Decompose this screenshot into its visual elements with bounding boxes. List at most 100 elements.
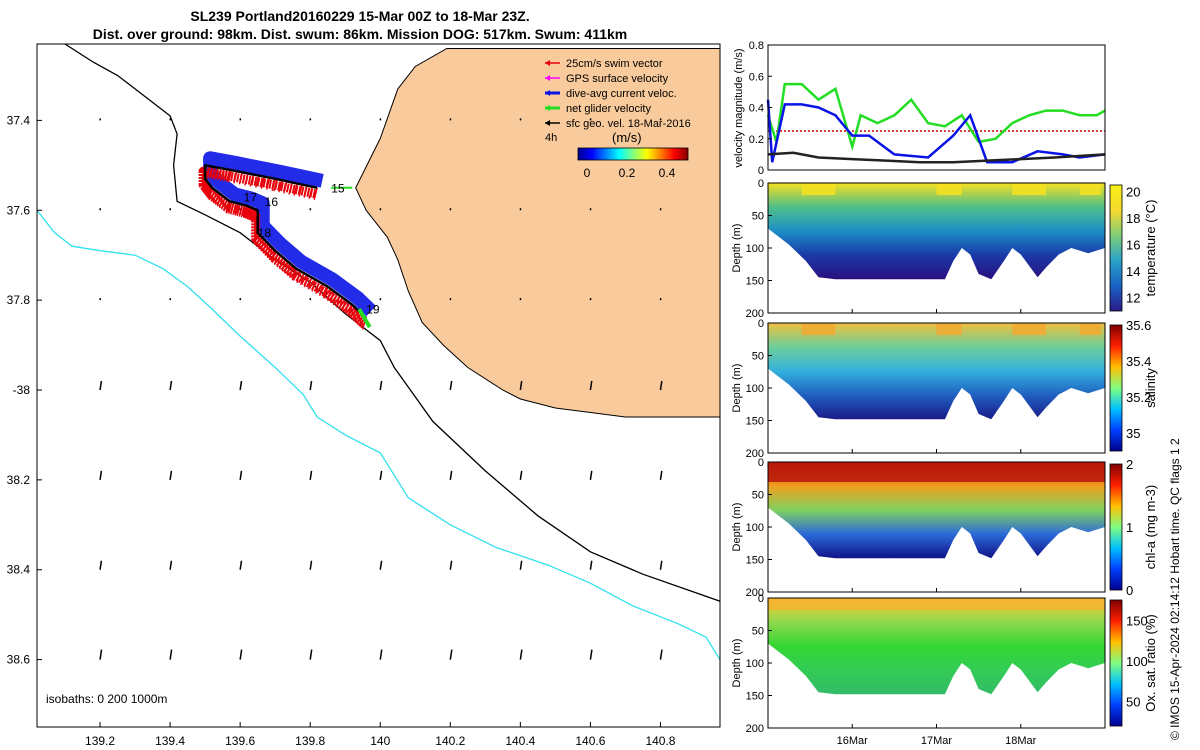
current-vector: [169, 380, 173, 391]
swim-vector: [225, 200, 230, 213]
section-y-tick-label: 50: [752, 211, 764, 223]
legend-arrowhead: [545, 120, 550, 126]
swim-vector: [249, 174, 254, 187]
swim-vector: [225, 169, 231, 182]
swim-vector: [232, 202, 237, 216]
legend-interval: 4h: [545, 132, 557, 144]
swim-vector: [205, 184, 211, 197]
map-y-tick-label: 38.2: [7, 473, 31, 487]
swim-vector: [227, 170, 233, 183]
map-x-tick-label: 139.2: [85, 734, 115, 748]
swim-vector: [322, 285, 328, 299]
swim-vector: [291, 267, 297, 281]
land-area: [355, 48, 720, 418]
day-label: 15: [331, 181, 345, 195]
current-vector: [449, 649, 453, 660]
current-vector: [449, 470, 453, 480]
isobath-1000m-line: [37, 209, 720, 660]
swim-vector: [247, 207, 252, 220]
map-y-tick-label: 38.6: [7, 653, 31, 667]
current-vector: [309, 380, 313, 391]
section-colorbar: [1109, 184, 1123, 312]
swim-vector: [279, 256, 284, 270]
swim-vector: [286, 263, 291, 276]
swim-vector: [266, 245, 271, 258]
swim-vector: [221, 197, 226, 210]
swim-vector: [205, 165, 210, 179]
section-colorbar: [1109, 599, 1123, 727]
section-colorbar: [1109, 324, 1123, 452]
swim-vector: [332, 292, 338, 306]
colorbar-tick-label: 0.2: [619, 166, 636, 180]
legend-arrowhead: [545, 75, 550, 81]
swim-vector: [341, 299, 347, 312]
section-ylabel: Depth (m): [731, 639, 743, 688]
colorbar-title: salinity: [1143, 368, 1158, 408]
map-x-tick-label: 139.6: [225, 734, 255, 748]
dive-avg-current-band: [203, 151, 377, 317]
current-vector: [169, 649, 173, 660]
current-vector: [589, 470, 593, 480]
chl-surface-layer: [768, 462, 1105, 482]
legend-item: dive-avg current veloc.: [566, 88, 677, 100]
section-data-fill: [768, 462, 1105, 559]
section-y-tick-label: 50: [752, 626, 764, 638]
swim-vector: [329, 290, 335, 304]
legend-item: 25cm/s swim vector: [566, 58, 663, 70]
colorbar-tick-label: 0.4: [659, 166, 676, 180]
colorbar-title: temperature (°C): [1143, 200, 1158, 297]
current-vector: [239, 560, 243, 570]
swim-vector: [203, 181, 209, 195]
section-colorbar: [1109, 463, 1123, 591]
map-x-tick-label: 140.2: [435, 734, 465, 748]
swim-vector: [220, 168, 225, 181]
section-surface-patch: [801, 183, 836, 195]
colorbar-tick-label: 35.2: [1126, 390, 1151, 405]
swim-vector: [252, 209, 257, 222]
isobath-label: isobaths: 0 200 1000m: [46, 692, 167, 706]
swim-vector: [303, 274, 309, 288]
section-data-fill: [768, 323, 1105, 420]
swim-vector: [326, 288, 332, 301]
current-vector: [239, 649, 243, 660]
section-y-tick-label: 0: [758, 178, 764, 190]
swim-vector: [255, 175, 260, 188]
section-y-tick-label: 100: [746, 658, 764, 670]
section-surface-patch: [1079, 183, 1101, 195]
section-surface-patch: [801, 323, 836, 335]
current-vector: [309, 649, 313, 660]
swim-vector: [355, 310, 360, 324]
isobath-200m-line: [63, 44, 720, 602]
swim-vector: [214, 192, 220, 205]
swim-vector: [262, 241, 267, 254]
day-label: 19: [366, 303, 380, 317]
swim-vector: [271, 250, 276, 263]
map-x-tick-label: 139.4: [155, 734, 185, 748]
colorbar-tick-label: 2: [1126, 457, 1133, 472]
swim-vector: [243, 205, 248, 218]
section-y-tick-label: 100: [746, 383, 764, 395]
swim-vector: [253, 232, 259, 245]
map-x-tick-label: 140.8: [645, 734, 675, 748]
section-x-tick-label: 16Mar: [837, 735, 869, 747]
swim-vector: [347, 303, 352, 317]
swim-vector: [240, 204, 246, 218]
swim-vector: [264, 243, 269, 256]
section-ylabel: Depth (m): [731, 224, 743, 273]
section-surface-patch: [1012, 183, 1047, 195]
swim-vector: [311, 279, 316, 292]
section-y-tick-label: 100: [746, 243, 764, 255]
map-x-tick-label: 140.6: [575, 734, 605, 748]
swim-vector: [244, 173, 249, 186]
colorbar-tick-label: 100: [1126, 654, 1148, 669]
velocity-y-tick-label: 0.6: [749, 71, 764, 83]
current-vector: [449, 380, 453, 391]
swim-vector: [273, 178, 278, 192]
swim-vector: [225, 201, 231, 214]
current-vector: [519, 649, 523, 660]
legend-item: sfc geo. vel. 18-Mar-2016: [566, 118, 691, 130]
current-vector: [659, 649, 663, 660]
swim-vector: [288, 182, 293, 195]
swim-vector: [356, 312, 362, 325]
